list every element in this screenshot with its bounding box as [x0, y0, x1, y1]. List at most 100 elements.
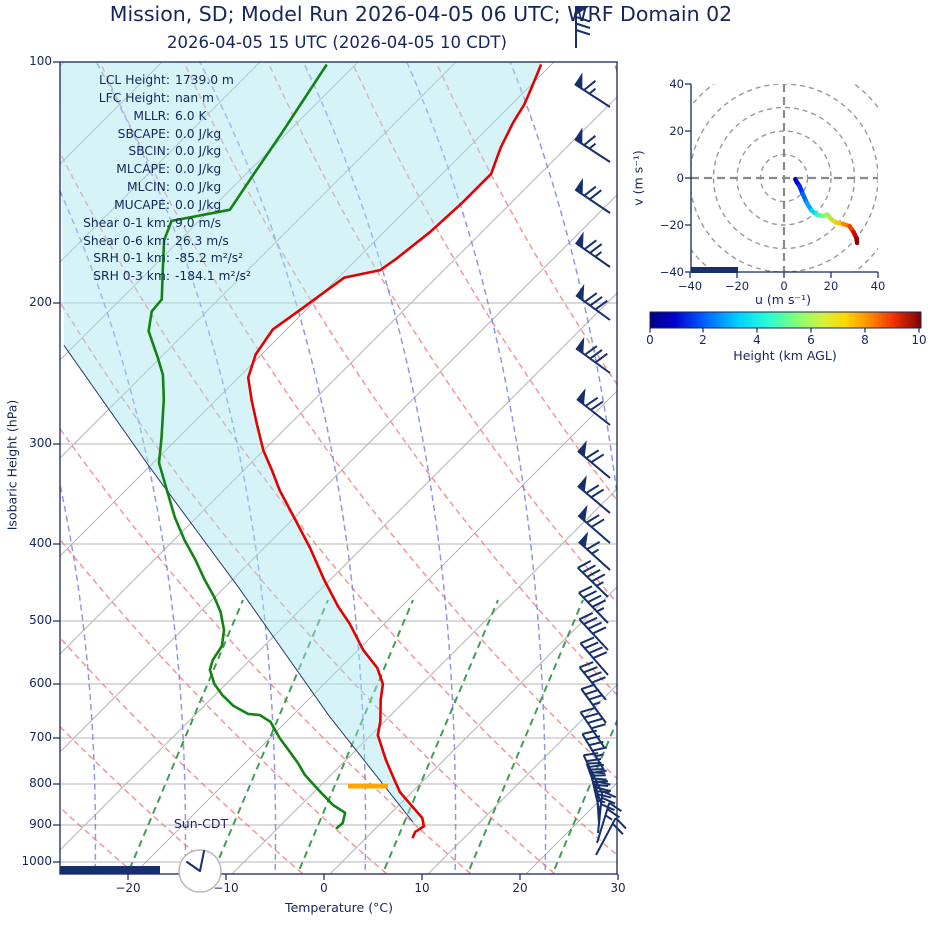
index-value: 6.0 K [175, 108, 207, 123]
hodograph-u-tick-label: 0 [780, 279, 788, 293]
wind-barb-icon [578, 585, 609, 624]
index-row: SBCIN: 0.0 J/kg [40, 143, 251, 161]
wind-barb-icon [582, 752, 607, 794]
wind-barb-icon [574, 72, 611, 108]
temperature-tick-label: 0 [320, 881, 328, 895]
pressure-tick-label: 1000 [21, 854, 52, 868]
colorbar-tick-label: 6 [807, 333, 815, 347]
wind-barb-icon [574, 127, 611, 163]
colorbar-tick-label: 4 [753, 333, 761, 347]
temperature-tick-label: 30 [610, 881, 626, 895]
parcel-profile-line [63, 345, 414, 823]
index-label: Shear 0-6 km: [83, 233, 170, 248]
colorbar-label: Height (km AGL) [733, 348, 837, 363]
wind-barb-icon [577, 559, 609, 598]
colorbar-tick-label: 2 [699, 333, 707, 347]
wind-barb-icon [580, 683, 607, 724]
pressure-tick-label: 200 [29, 295, 52, 309]
temperature-tick-label: −10 [213, 881, 239, 895]
valid-time-subtitle: 2026-04-05 15 UTC (2026-04-05 10 CDT) [167, 33, 507, 52]
hodograph-plot-area [691, 84, 878, 272]
hodograph-u-tick-label: −40 [677, 279, 703, 293]
pressure-axis-label: Isobaric Height (hPa) [4, 399, 20, 531]
index-value: 26.3 m/s [175, 233, 229, 248]
wind-barb-icon [576, 388, 611, 426]
wind-barb-icon [579, 636, 609, 676]
wind-barb-icon [575, 283, 611, 321]
pressure-tick-label: 300 [29, 436, 52, 450]
index-value: -184.1 m²/s² [175, 269, 251, 284]
temperature-tick-label: 10 [414, 881, 430, 895]
wind-barb-icon [575, 231, 611, 268]
index-label: LFC Height: [98, 90, 170, 105]
colorbar-tick-label: 10 [911, 333, 927, 347]
pressure-tick-label: 700 [29, 730, 52, 744]
hodograph-u-tick-label: 40 [870, 279, 886, 293]
temperature-axis-label: Temperature (°C) [285, 900, 393, 915]
index-label: MLLR: [133, 108, 170, 123]
index-label: MLCIN: [126, 180, 170, 195]
index-row: MLCAPE: 0.0 J/kg [40, 161, 251, 179]
index-row: LFC Height: nan m [40, 90, 251, 108]
wind-barb-icon [575, 6, 591, 48]
index-value: 9.0 m/s [175, 215, 221, 230]
dewpoint-profile-line [147, 64, 347, 830]
index-value: nan m [175, 90, 215, 105]
hodograph-u-tick-label: 20 [823, 279, 839, 293]
hodograph-u-axis-label: u (m s⁻¹) [755, 292, 811, 307]
wind-barb-icon [574, 177, 611, 214]
wind-barb-icon [577, 440, 611, 479]
skewt-frame [59, 61, 618, 875]
skewt-plot-area [60, 62, 617, 874]
index-value: 1739.0 m [175, 73, 234, 87]
day-timezone-label: Sun-CDT [173, 816, 229, 831]
index-value: 0.0 J/kg [175, 180, 222, 195]
wind-barb-icon [577, 504, 611, 544]
pressure-tick-label: 500 [29, 613, 52, 627]
colorbar-tick-label: 8 [861, 333, 869, 347]
pressure-tick-label: 600 [29, 676, 52, 690]
height-colorbar [649, 311, 922, 329]
hodograph-v-tick-label: −40 [659, 265, 684, 279]
index-label: Shear 0-1 km: [83, 215, 170, 230]
index-value: 0.0 J/kg [175, 162, 222, 177]
hodograph-v-tick-label: 0 [676, 171, 684, 185]
temperature-tick-label: 20 [512, 881, 528, 895]
wind-barb-icon [597, 790, 617, 834]
shaded-sounding-area [60, 62, 544, 823]
temperature-tick-label: −20 [115, 881, 141, 895]
index-row: SRH 0-3 km: -184.1 m²/s² [40, 268, 251, 286]
hodograph-u-tick-label: −20 [724, 279, 750, 293]
temperature-profile-line [246, 64, 542, 839]
index-row: MLCIN: 0.0 J/kg [40, 179, 251, 197]
index-row: MUCAPE: 0.0 J/kg [40, 197, 251, 215]
index-row: LCL Height: 1739.0 m [40, 72, 251, 90]
wind-barb-icon [578, 531, 611, 571]
wind-barb-icon [596, 802, 622, 844]
index-label: SBCAPE: [117, 126, 170, 141]
index-value: 0.0 J/kg [175, 144, 222, 159]
pressure-tick-label: 100 [29, 54, 52, 68]
wind-barb-icon [579, 707, 606, 748]
index-label: MUCAPE: [114, 197, 170, 212]
sounding-indices-panel: LCL Height: 1739.0 m LFC Height: nan m MLLR:… [40, 72, 251, 286]
pressure-tick-label: 400 [29, 536, 52, 550]
index-value: 0.0 J/kg [175, 197, 222, 212]
hodograph-v-tick-label: 40 [669, 77, 684, 91]
index-label: LCL Height: [99, 73, 170, 87]
index-row: MLLR: 6.0 K [40, 108, 251, 126]
index-label: SBCIN: [128, 144, 170, 159]
colorbar-tick-label: 0 [646, 333, 654, 347]
wind-barb-icon [577, 475, 611, 514]
hodograph-scale-bar [691, 267, 738, 273]
index-row: SBCAPE: 0.0 J/kg [40, 126, 251, 144]
index-row: Shear 0-6 km: 26.3 m/s [40, 233, 251, 251]
index-row: SRH 0-1 km: -85.2 m²/s² [40, 250, 251, 268]
surface-bar [60, 866, 160, 874]
index-value: -85.2 m²/s² [175, 251, 244, 266]
wind-barb-icon [575, 336, 611, 374]
index-label: SRH 0-1 km: [93, 251, 170, 266]
page-title: Mission, SD; Model Run 2026-04-05 06 UTC… [109, 2, 733, 26]
